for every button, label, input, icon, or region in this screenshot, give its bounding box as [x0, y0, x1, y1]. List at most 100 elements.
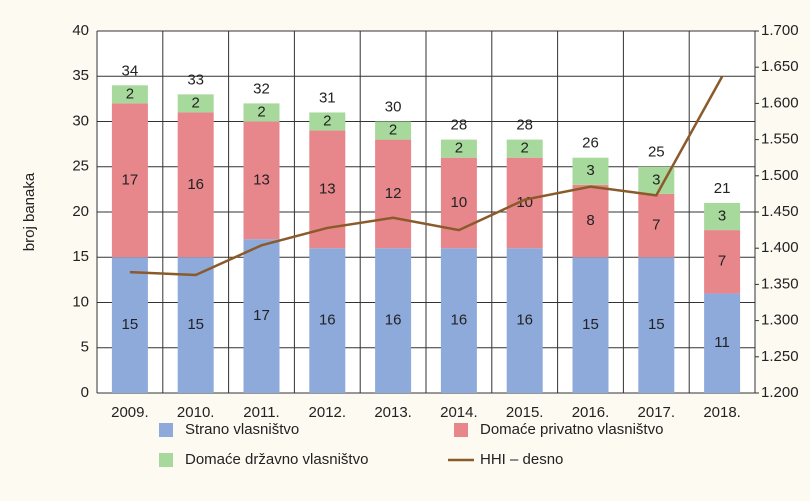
x-tick-label: 2014. — [440, 404, 478, 421]
y-tick-label: 15 — [72, 248, 89, 265]
bar-segment — [111, 103, 148, 258]
hhi-line — [129, 76, 724, 277]
bar-segment — [440, 157, 477, 249]
bar-label: 2 — [521, 140, 529, 157]
bar-label: 8 — [586, 212, 594, 229]
bar-segment — [440, 248, 477, 393]
total-label: 28 — [451, 117, 468, 134]
y2-tick-label: 1.200 — [761, 384, 799, 401]
x-tick-label: 2012. — [309, 404, 347, 421]
bar-segment — [309, 112, 346, 131]
bar-label: 15 — [187, 316, 204, 333]
legend-swatch — [159, 423, 173, 437]
x-tick-label: 2018. — [703, 404, 741, 421]
y-axis-label: broj banaka — [21, 172, 38, 251]
total-label: 31 — [319, 89, 336, 106]
bar-label: 2 — [126, 85, 134, 102]
bar-segment — [704, 293, 741, 393]
y-tick-label: 35 — [72, 67, 89, 84]
bar-segment — [243, 103, 280, 122]
x-tick-label: 2016. — [572, 404, 610, 421]
y-tick-label: 20 — [72, 203, 89, 220]
total-label: 34 — [122, 62, 139, 79]
bar-label: 17 — [122, 171, 139, 188]
y2-tick-label: 1.600 — [761, 94, 799, 111]
total-label: 30 — [385, 98, 402, 115]
y2-tick-label: 1.250 — [761, 348, 799, 365]
bar-label: 15 — [122, 316, 139, 333]
bar-label: 10 — [451, 194, 468, 211]
bar-segment — [638, 257, 675, 393]
y2-tick-label: 1.300 — [761, 312, 799, 329]
bar-label: 3 — [652, 171, 660, 188]
bar-segment — [243, 239, 280, 393]
bar-segment — [572, 157, 609, 185]
x-tick-label: 2017. — [638, 404, 676, 421]
bar-label: 3 — [586, 162, 594, 179]
y2-tick-label: 1.550 — [761, 131, 799, 148]
bar-segment — [177, 257, 214, 393]
x-tick-label: 2011. — [243, 404, 279, 421]
bar-segment — [704, 202, 741, 231]
bar-segment — [506, 139, 543, 158]
bar-label: 7 — [652, 217, 660, 234]
bar-segment — [572, 257, 609, 393]
legend-swatch — [454, 423, 468, 437]
total-label: 21 — [714, 180, 731, 197]
bar-segment — [638, 193, 675, 258]
y2-tick-label: 1.350 — [761, 275, 799, 292]
bar-segment — [111, 85, 148, 104]
y-tick-label: 10 — [72, 293, 89, 310]
bar-segment — [243, 121, 280, 240]
bar-label: 15 — [648, 316, 665, 333]
bar-segment — [177, 112, 214, 258]
bar-segment — [309, 248, 346, 393]
bar-label: 2 — [323, 112, 331, 129]
bar-label: 16 — [187, 176, 204, 193]
total-label: 32 — [253, 80, 270, 97]
bar-label: 7 — [718, 253, 726, 270]
bar-label: 2 — [257, 103, 265, 120]
bar-segment — [440, 139, 477, 158]
y-tick-label: 40 — [72, 22, 89, 39]
bar-segment — [111, 257, 148, 393]
bar-label: 2 — [455, 140, 463, 157]
bar-label: 15 — [582, 316, 599, 333]
total-label: 33 — [187, 71, 204, 88]
bar-label: 2 — [389, 122, 397, 139]
y2-tick-label: 1.500 — [761, 167, 799, 184]
bar-label: 13 — [253, 171, 270, 188]
x-tick-label: 2010. — [177, 404, 215, 421]
y2-tick-label: 1.450 — [761, 203, 799, 220]
bar-label: 16 — [516, 312, 533, 329]
y2-tick-label: 1.650 — [761, 58, 799, 75]
bar-label: 2 — [192, 94, 200, 111]
bar-label: 17 — [253, 307, 270, 324]
legend-label: Domaće privatno vlasništvo — [480, 421, 663, 438]
y2-tick-label: 1.700 — [761, 22, 799, 39]
bar-label: 16 — [385, 312, 402, 329]
y-tick-label: 30 — [72, 112, 89, 129]
legend-label: Domaće državno vlasništvo — [185, 451, 368, 468]
bar-label: 3 — [718, 207, 726, 224]
bar-segment — [375, 248, 412, 393]
y-tick-label: 5 — [81, 339, 89, 356]
bar-segment — [375, 139, 412, 249]
total-label: 28 — [516, 117, 533, 134]
bar-segment — [572, 184, 609, 258]
x-tick-label: 2015. — [506, 404, 544, 421]
x-tick-label: 2009. — [111, 404, 149, 421]
bar-label: 11 — [714, 334, 730, 351]
bar-label: 13 — [319, 180, 336, 197]
x-tick-label: 2013. — [374, 404, 412, 421]
legend-label: Strano vlasništvo — [185, 421, 299, 438]
total-label: 25 — [648, 144, 665, 161]
bar-segment — [177, 94, 214, 113]
legend-label: HHI – desno — [480, 451, 563, 468]
y-tick-label: 25 — [72, 158, 89, 175]
bar-label: 16 — [451, 312, 468, 329]
bar-segment — [506, 248, 543, 393]
y-tick-label: 0 — [81, 384, 89, 401]
bar-segment — [375, 121, 412, 140]
